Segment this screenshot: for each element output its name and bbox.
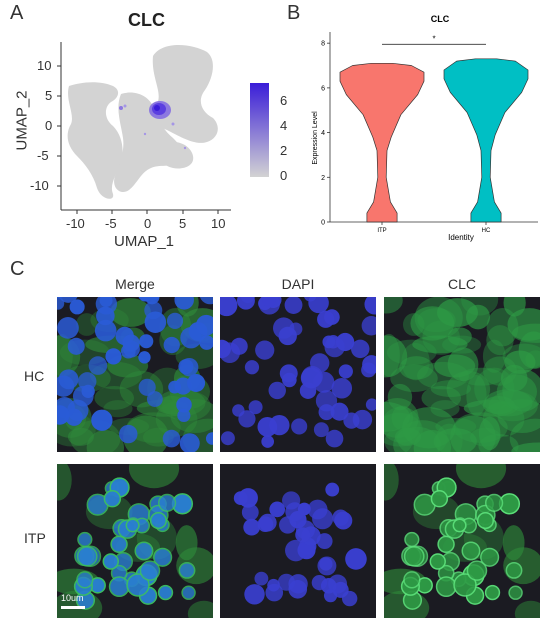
violin-itp bbox=[339, 62, 425, 223]
violin-ytick-label: 4 bbox=[321, 130, 325, 137]
scale-bar-label: 10um bbox=[61, 593, 84, 603]
row-label-itp: ITP bbox=[24, 530, 46, 546]
micrograph-itp-dapi bbox=[220, 464, 376, 618]
umap-plot bbox=[57, 42, 231, 214]
panel-b-letter: B bbox=[287, 2, 301, 24]
colorbar-tick: 2 bbox=[280, 143, 288, 158]
umap-xtick: -5 bbox=[105, 216, 117, 231]
umap-ytick: 10 bbox=[37, 58, 52, 73]
umap-ytick: -5 bbox=[37, 148, 49, 163]
violin-y-label: Expression Level bbox=[312, 111, 319, 165]
colorbar-tick: 0 bbox=[280, 168, 288, 183]
violin-x-label: Identity bbox=[448, 233, 474, 242]
umap-xtick: 0 bbox=[144, 216, 152, 231]
panel-c-letter: C bbox=[10, 258, 25, 280]
umap-colorbar bbox=[250, 83, 269, 177]
colorbar-tick: 6 bbox=[280, 93, 288, 108]
umap-title: CLC bbox=[128, 10, 165, 30]
umap-y-label: UMAP_2 bbox=[13, 90, 31, 151]
violin-ytick-label: 2 bbox=[321, 175, 325, 182]
violin-xtick-label: HC bbox=[482, 228, 491, 234]
violin-title: CLC bbox=[431, 14, 450, 24]
micrograph-hc-dapi bbox=[220, 297, 376, 452]
row-label-hc: HC bbox=[24, 368, 45, 384]
col-header-dapi: DAPI bbox=[281, 276, 315, 292]
umap-ytick: 0 bbox=[45, 118, 53, 133]
col-header-merge: Merge bbox=[115, 276, 155, 292]
col-header-clc: CLC bbox=[447, 276, 476, 292]
umap-ytick: -10 bbox=[30, 178, 49, 193]
umap-clc-cluster bbox=[119, 101, 187, 150]
umap-xtick: 5 bbox=[179, 216, 187, 231]
scale-bar bbox=[61, 606, 85, 609]
umap-xtick: -10 bbox=[66, 216, 85, 231]
micrograph-hc-clc bbox=[384, 297, 540, 452]
violin-shapes: * bbox=[339, 34, 529, 223]
colorbar-tick: 4 bbox=[280, 118, 288, 133]
violin-chart: CLC 0 2 4 6 8 ITP HC * Identity Expression Lev… bbox=[312, 14, 538, 242]
micrograph-hc-merge bbox=[57, 297, 213, 452]
violin-xtick-label: ITP bbox=[377, 228, 386, 234]
violin-axes: 0 2 4 6 8 ITP HC bbox=[321, 32, 538, 234]
umap-cell-cloud bbox=[67, 45, 218, 199]
umap-xtick: 10 bbox=[211, 216, 226, 231]
umap-x-label: UMAP_1 bbox=[114, 233, 175, 250]
violin-ytick-label: 8 bbox=[321, 41, 325, 48]
violin-ytick-label: 0 bbox=[321, 220, 325, 227]
violin-ytick-label: 6 bbox=[321, 85, 325, 92]
umap-ytick: 5 bbox=[45, 88, 53, 103]
significance-label: * bbox=[432, 34, 435, 43]
micrograph-itp-merge bbox=[57, 464, 213, 618]
violin-hc bbox=[443, 58, 529, 223]
micrograph-itp-clc bbox=[384, 464, 540, 618]
panel-a-letter: A bbox=[10, 2, 24, 24]
